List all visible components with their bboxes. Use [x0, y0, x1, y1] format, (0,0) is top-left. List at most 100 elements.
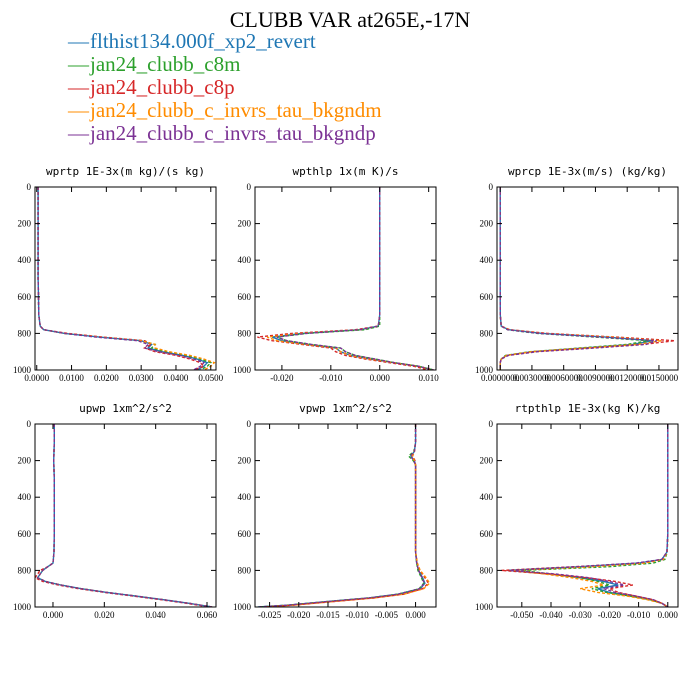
x-tick-label: 0.000 [43, 610, 64, 620]
y-tick-label: 200 [238, 219, 252, 229]
panel: wprtp 1E-3x(m kg)/(s kg) 0 200 400 600 800 100… [13, 165, 224, 383]
y-tick-label: 200 [480, 219, 494, 229]
legend-entry: —jan24_clubb_c8m [68, 53, 382, 76]
plot-frame [34, 186, 217, 371]
series-line [36, 424, 213, 607]
x-tick-label: -0.040 [539, 610, 563, 620]
panel-title: vpwp 1xm^2/s^2 [299, 402, 392, 415]
y-tick-label: 400 [480, 492, 494, 502]
legend-marker: — [68, 98, 89, 122]
x-tick-label: 0.0100 [59, 373, 84, 383]
plot-frame [34, 423, 217, 608]
series-line [257, 424, 426, 607]
x-tick-label: -0.020 [287, 610, 311, 620]
y-tick-label: 1000 [13, 365, 32, 375]
series-line [499, 187, 649, 370]
legend-label: jan24_clubb_c_invrs_tau_bkgndm [90, 98, 382, 122]
panel-title: rtpthlp 1E-3x(kg K)/kg [515, 402, 661, 415]
series-line [37, 187, 206, 370]
x-tick-label: -0.010 [319, 373, 343, 383]
x-tick-label: -0.020 [598, 610, 622, 620]
figure-title: CLUBB VAR at265E,-17N [229, 7, 471, 32]
x-tick-label: 0.060 [197, 610, 218, 620]
x-tick-label: 0.0200 [94, 373, 119, 383]
x-tick-label: 0.000 [658, 610, 679, 620]
y-tick-label: 400 [480, 255, 494, 265]
series-line [499, 187, 658, 370]
legend-marker: — [68, 29, 89, 53]
y-tick-label: 0 [27, 182, 32, 192]
x-tick-label: -0.010 [346, 610, 370, 620]
legend-label: flthist134.000f_xp2_revert [90, 29, 316, 53]
legend-marker: — [68, 75, 89, 99]
x-tick-label: 0.020 [94, 610, 115, 620]
x-tick-label: -0.020 [270, 373, 294, 383]
series-line [257, 424, 426, 607]
y-tick-label: 600 [18, 292, 32, 302]
series-line [501, 424, 669, 607]
panel: wprcp 1E-3x(m/s) (kg/kg) 0 200 400 600 800 100… [475, 165, 679, 383]
x-tick-label: -0.030 [569, 610, 593, 620]
y-tick-label: 600 [480, 529, 494, 539]
y-tick-label: 400 [18, 255, 32, 265]
series-line [37, 187, 216, 370]
series-line [263, 424, 430, 607]
y-tick-label: 0 [247, 419, 252, 429]
panel: upwp 1xm^2/s^2 0 200 400 600 800 1000 0.000 0.02… [13, 402, 218, 620]
plot-frame [496, 186, 679, 371]
y-tick-label: 800 [238, 328, 252, 338]
series-line [37, 187, 206, 370]
legend: —flthist134.000f_xp2_revert —jan24_clubb… [68, 30, 382, 145]
series-line [37, 187, 209, 370]
series-line [36, 424, 213, 607]
series-line [36, 424, 213, 607]
y-tick-label: 1000 [233, 602, 252, 612]
x-tick-label: 0.000 [405, 610, 426, 620]
legend-entry: —flthist134.000f_xp2_revert [68, 30, 382, 53]
x-tick-label: 0.0030000 [513, 373, 552, 383]
x-tick-label: 0.000 [370, 373, 391, 383]
plot-frame [254, 423, 437, 608]
series-line [35, 424, 210, 607]
legend-label: jan24_clubb_c_invrs_tau_bkgndp [90, 121, 376, 145]
series-line [263, 424, 431, 607]
x-tick-label: 0.0500 [198, 373, 223, 383]
y-tick-label: 600 [480, 292, 494, 302]
x-tick-label: 0.0000 [24, 373, 49, 383]
y-tick-label: 1000 [475, 602, 494, 612]
x-tick-label: 0.0120000 [608, 373, 647, 383]
series-line [521, 424, 669, 607]
series-line [37, 187, 213, 370]
panel-title: wpthlp 1x(m K)/s [293, 165, 399, 178]
y-tick-label: 200 [18, 456, 32, 466]
panel-title: upwp 1xm^2/s^2 [79, 402, 172, 415]
series-line [36, 424, 213, 607]
x-tick-label: -0.050 [510, 610, 534, 620]
y-tick-label: 200 [480, 456, 494, 466]
x-tick-label: 0.0000000 [481, 373, 520, 383]
y-tick-label: 0 [489, 182, 494, 192]
x-tick-label: -0.005 [375, 610, 399, 620]
y-tick-label: 1000 [475, 365, 494, 375]
series-line [510, 424, 669, 607]
legend-marker: — [68, 121, 89, 145]
y-tick-label: 0 [247, 182, 252, 192]
x-tick-label: -0.025 [258, 610, 282, 620]
y-tick-label: 600 [18, 529, 32, 539]
x-tick-label: 0.0150000 [640, 373, 679, 383]
y-tick-label: 800 [480, 565, 494, 575]
y-tick-label: 400 [238, 492, 252, 502]
y-tick-label: 0 [489, 419, 494, 429]
legend-label: jan24_clubb_c8p [90, 75, 235, 99]
y-tick-label: 600 [238, 529, 252, 539]
x-tick-label: -0.015 [316, 610, 340, 620]
y-tick-label: 0 [27, 419, 32, 429]
y-tick-label: 400 [18, 492, 32, 502]
panel: vpwp 1xm^2/s^2 0 200 400 600 800 1000 -0.025 -0.… [233, 402, 437, 620]
panel-title: wprcp 1E-3x(m/s) (kg/kg) [508, 165, 667, 178]
y-tick-label: 800 [238, 565, 252, 575]
plot-frame [496, 423, 679, 608]
y-tick-label: 400 [238, 255, 252, 265]
y-tick-label: 200 [238, 456, 252, 466]
